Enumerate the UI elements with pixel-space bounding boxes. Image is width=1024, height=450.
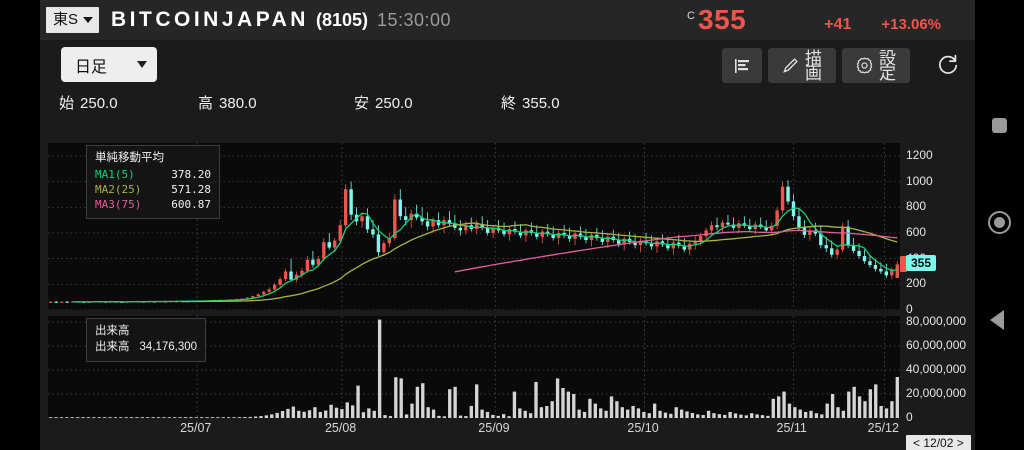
ohlc-high-label: 高 — [198, 95, 214, 112]
gear-icon — [856, 57, 872, 74]
price-axis-tick: 1200 — [906, 147, 933, 162]
ohlc-low-value: 250.0 — [375, 95, 413, 112]
date-axis-tick: 25/10 — [627, 421, 659, 435]
ma-legend-row: MA2(25) 571.28 — [95, 182, 211, 197]
volume-legend-value: 34,176,300 — [139, 341, 198, 353]
ohlc-low: 安 250.0 — [354, 92, 413, 113]
android-navigation-bar — [975, 0, 1024, 450]
market-selector[interactable]: 東S — [46, 7, 100, 33]
ohlc-close-label: 終 — [501, 95, 517, 112]
price-axis-tick: 800 — [906, 199, 927, 214]
chevron-down-icon — [137, 61, 147, 68]
ohlc-open-value: 250.0 — [80, 95, 118, 112]
price-axis-tick: 600 — [906, 224, 927, 239]
market-label: 東S — [53, 11, 79, 28]
current-price-badge: 355 — [906, 255, 937, 272]
price-type-label: C — [687, 10, 695, 22]
volume-legend: 出来高 出来高 34,176,300 — [86, 318, 207, 362]
volume-axis-tick: 20,000,000 — [906, 386, 967, 400]
ohlc-high-value: 380.0 — [219, 95, 257, 112]
ma-legend-row: MA1(5) 378.20 — [95, 167, 211, 182]
header-bar: 東S BITCOINJAPAN (8105) 15:30:00 C 355 +4… — [40, 0, 975, 40]
volume-legend-row: 出来高 34,176,300 — [95, 340, 197, 355]
date-navigator[interactable]: < 12/02 > — [906, 435, 971, 450]
pencil-icon — [782, 58, 798, 73]
ohlc-row: 始 250.0 高 380.0 安 250.0 終 355.0 — [40, 92, 975, 132]
ohlc-close: 終 355.0 — [501, 92, 560, 113]
moving-average-legend: 単純移動平均 MA1(5) 378.20 MA2(25) 571.28 MA3(… — [86, 145, 220, 219]
ma1-key: MA1(5) — [95, 168, 135, 181]
back-icon[interactable] — [990, 310, 1004, 330]
ohlc-close-value: 355.0 — [522, 95, 560, 112]
chart-screen: 東S BITCOINJAPAN (8105) 15:30:00 C 355 +4… — [40, 0, 975, 450]
draw-button-label: 描画 — [805, 48, 822, 83]
price-axis-tick: 0 — [906, 302, 913, 316]
settings-button[interactable]: 設定 — [842, 48, 910, 83]
price-change: +41 — [824, 16, 852, 33]
date-axis-tick: 25/09 — [478, 421, 510, 435]
price-chart[interactable] — [48, 143, 900, 310]
price-change-percent: +13.06% — [881, 16, 941, 33]
price-marker-tick — [900, 256, 907, 273]
home-icon[interactable] — [988, 211, 1011, 234]
ma-legend-row: MA3(75) 600.87 — [95, 197, 211, 212]
volume-axis-tick: 60,000,000 — [906, 338, 967, 352]
ma3-key: MA3(75) — [95, 198, 142, 211]
chart-type-button[interactable] — [722, 48, 762, 83]
volume-legend-label: 出来高 — [95, 341, 130, 353]
refresh-button[interactable] — [933, 50, 963, 80]
ohlc-low-label: 安 — [354, 95, 370, 112]
quote-time: 15:30:00 — [377, 9, 452, 30]
ma2-value: 571.28 — [171, 183, 211, 196]
date-axis-tick: 25/12 — [867, 421, 899, 435]
volume-axis-tick: 40,000,000 — [906, 362, 967, 376]
chevron-down-icon — [83, 16, 94, 23]
volume-legend-title: 出来高 — [95, 325, 130, 337]
date-axis-tick: 25/11 — [776, 421, 807, 435]
timeframe-label: 日足 — [75, 58, 108, 76]
volume-axis-tick: 80,000,000 — [906, 314, 967, 328]
date-axis-tick: 25/07 — [180, 421, 212, 435]
refresh-icon — [939, 54, 958, 74]
timeframe-select[interactable]: 日足 — [61, 47, 157, 82]
bar-chart-icon — [735, 58, 749, 73]
settings-button-label: 設定 — [879, 48, 896, 83]
current-price: 355 — [698, 4, 747, 35]
draw-button[interactable]: 描画 — [768, 48, 836, 83]
price-axis-tick: 1000 — [906, 173, 933, 188]
recent-apps-icon[interactable] — [992, 118, 1007, 133]
price-block: C 355 +41 +13.06% — [687, 4, 975, 36]
date-axis-tick: 25/08 — [324, 421, 357, 435]
ma1-value: 378.20 — [171, 168, 211, 181]
ma-legend-title: 単純移動平均 — [95, 152, 164, 164]
price-chart-canvas — [48, 143, 900, 310]
toolbar: 日足 描画 — [40, 40, 975, 90]
volume-chart-canvas — [48, 316, 900, 418]
ma2-key: MA2(25) — [95, 183, 142, 196]
stock-code: (8105) — [315, 9, 368, 30]
volume-axis-tick: 0 — [906, 410, 913, 424]
volume-chart[interactable] — [48, 316, 900, 418]
ohlc-open: 始 250.0 — [59, 92, 118, 113]
price-axis-tick: 200 — [906, 276, 927, 291]
ohlc-open-label: 始 — [59, 95, 75, 112]
ma3-value: 600.87 — [171, 198, 211, 211]
stock-name: BITCOINJAPAN — [111, 8, 309, 31]
ohlc-high: 高 380.0 — [198, 92, 257, 113]
